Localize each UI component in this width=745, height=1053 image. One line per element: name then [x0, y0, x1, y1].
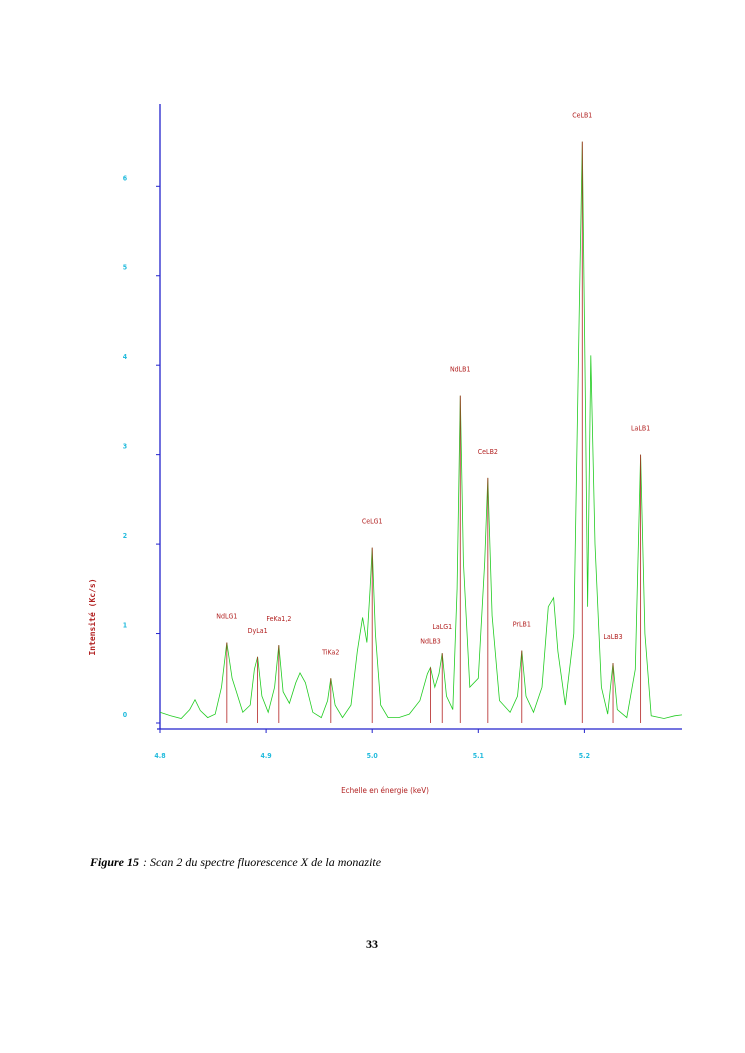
caption-label: Figure 15: [89, 855, 139, 869]
spectrum: [159, 141, 683, 719]
x-tick-label: 5.2: [579, 752, 590, 760]
y-tick-label: 5: [123, 264, 127, 272]
emission-label: CeLB1: [572, 112, 592, 120]
page-number: 33: [366, 937, 378, 951]
y-tick-label: 4: [123, 353, 128, 361]
y-axis-label: Intensité (Kc/s): [87, 578, 97, 655]
y-tick-label: 6: [123, 174, 128, 182]
x-tick-label: 4.9: [261, 752, 272, 760]
x-tick-label: 5.0: [367, 752, 379, 760]
emission-label: LaLG1: [432, 623, 452, 631]
y-tick-label: 1: [123, 622, 127, 630]
emission-label: CeLG1: [362, 518, 383, 526]
emission-label: PrLB1: [513, 621, 531, 629]
y-tick-label: 2: [123, 532, 127, 540]
emission-label: TiKa2: [321, 648, 339, 656]
caption: Figure 15 : Scan 2 du spectre fluorescenc…: [89, 855, 382, 869]
emission-label: DyLa1: [248, 627, 268, 635]
x-tick-label: 4.8: [154, 752, 165, 760]
x-axis-label: Echelle en énergie (keV): [341, 785, 429, 795]
y-tick-label: 3: [123, 443, 127, 451]
emission-label: NdLG1: [216, 612, 237, 620]
emission-label: NdLB3: [420, 638, 441, 646]
emission-label: LaLB3: [603, 633, 622, 641]
emission-label: FeKa1,2: [266, 615, 291, 623]
emission-label: NdLB1: [450, 366, 471, 374]
emission-label: CeLB2: [478, 448, 498, 456]
x-tick-label: 5.1: [473, 752, 484, 760]
caption-text: : Scan 2 du spectre fluorescence X de la…: [143, 855, 382, 869]
emission-label: LaLB1: [631, 425, 650, 433]
y-tick-label: 0: [123, 711, 128, 719]
